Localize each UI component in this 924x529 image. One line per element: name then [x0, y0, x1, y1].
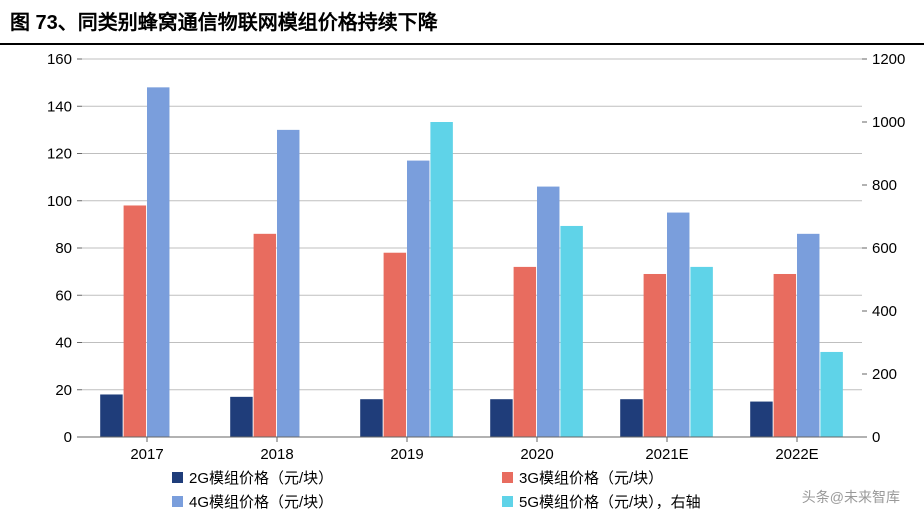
y-right-tick-label: 800 [872, 177, 897, 194]
y-right-tick-label: 0 [872, 429, 880, 446]
bar [360, 399, 382, 437]
y-right-tick-label: 400 [872, 303, 897, 320]
y-right-tick-label: 1000 [872, 114, 905, 131]
bar [537, 187, 559, 437]
chart-title: 图 73、同类别蜂窝通信物联网模组价格持续下降 [10, 6, 914, 35]
y-right-tick-label: 200 [872, 366, 897, 383]
bar [147, 87, 169, 437]
bar [514, 267, 536, 437]
bar [560, 226, 582, 437]
bar [254, 234, 276, 437]
legend-marker [172, 472, 183, 483]
y-left-tick-label: 100 [47, 193, 72, 210]
y-left-tick-label: 60 [55, 287, 72, 304]
y-left-tick-label: 20 [55, 382, 72, 399]
x-tick-label: 2018 [260, 446, 293, 463]
legend-label: 3G模组价格（元/块） [519, 470, 663, 487]
legend-label: 4G模组价格（元/块） [189, 494, 333, 511]
bar [690, 267, 712, 437]
bar [797, 234, 819, 437]
bar [644, 274, 666, 437]
y-left-tick-label: 0 [64, 429, 72, 446]
watermark: 头条@未来智库 [802, 487, 900, 507]
x-tick-label: 2022E [775, 446, 818, 463]
bar-chart-svg: 0 20 40 60 80 100 120 140 160 0 200 400 600 800 1000 12… [10, 49, 914, 523]
legend-label: 5G模组价格（元/块），右轴 [519, 494, 701, 511]
y-left-tick-label: 120 [47, 146, 72, 163]
bar-chart: 0 20 40 60 80 100 120 140 160 0 200 400 600 800 1000 12… [10, 49, 914, 529]
y-left-tick-label: 140 [47, 98, 72, 115]
bar [277, 130, 299, 437]
x-tick-label: 2017 [130, 446, 163, 463]
legend-marker [502, 472, 513, 483]
legend-marker [502, 496, 513, 507]
y-right-tick-label: 1200 [872, 51, 905, 68]
legend-label: 2G模组价格（元/块） [189, 470, 333, 487]
bar [124, 205, 146, 437]
y-left-tick-label: 80 [55, 240, 72, 257]
y-left-tick-label: 40 [55, 335, 72, 352]
bar [490, 399, 512, 437]
bar [384, 253, 406, 437]
bar [774, 274, 796, 437]
x-tick-label: 2020 [520, 446, 553, 463]
x-tick-label: 2021E [645, 446, 688, 463]
bar [100, 394, 122, 437]
chart-title-bar: 图 73、同类别蜂窝通信物联网模组价格持续下降 [0, 0, 924, 45]
bar [230, 397, 252, 437]
bar [407, 161, 429, 437]
bar [750, 402, 772, 437]
y-right-tick-label: 600 [872, 240, 897, 257]
legend-marker [172, 496, 183, 507]
bar [430, 122, 452, 437]
y-left-tick-label: 160 [47, 51, 72, 68]
bar [820, 352, 842, 437]
bar [620, 399, 642, 437]
x-tick-label: 2019 [390, 446, 423, 463]
bar [667, 213, 689, 437]
